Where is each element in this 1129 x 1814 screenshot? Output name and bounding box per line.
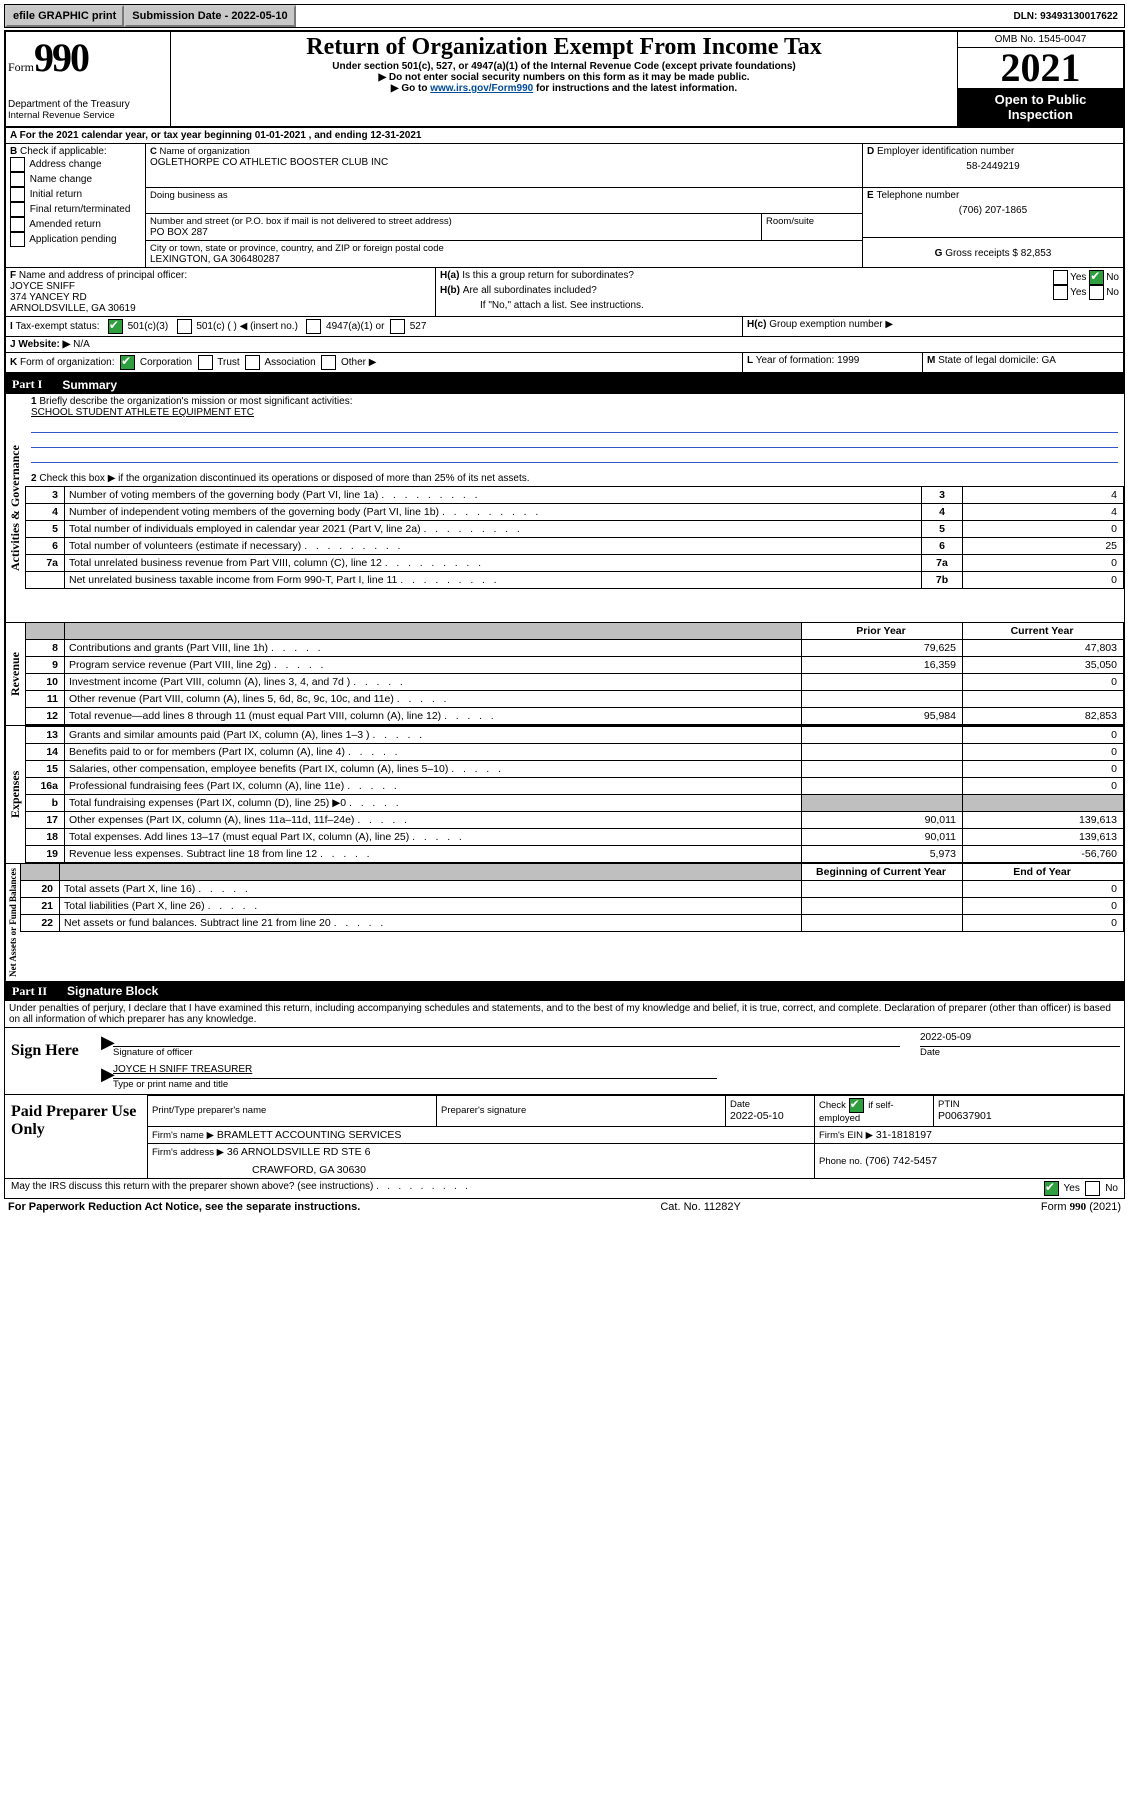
chk-amended-return[interactable] (10, 217, 25, 232)
vlabel-revenue: Revenue (5, 623, 25, 725)
footer-left: For Paperwork Reduction Act Notice, see … (8, 1201, 360, 1213)
footer-mid: Cat. No. 11282Y (660, 1201, 741, 1213)
dba-label: Doing business as (150, 190, 858, 201)
gross-value: 82,853 (1021, 248, 1052, 259)
vlabel-activities: Activities & Governance (5, 394, 25, 622)
sig-date: 2022-05-09 (920, 1032, 1120, 1047)
chk-discuss-no[interactable] (1085, 1181, 1100, 1196)
hb-label: Are all subordinates included? (463, 285, 597, 296)
ein-value: 58-2449219 (867, 161, 1119, 172)
arrow-icon: ▶ (101, 1032, 113, 1058)
hb-note: If "No," attach a list. See instructions… (440, 300, 1119, 311)
k-label: Form of organization: (20, 357, 115, 368)
chk-initial-return[interactable] (10, 187, 25, 202)
form-header: Form990 Department of the Treasury Inter… (4, 30, 1125, 128)
chk-application-pending[interactable] (10, 232, 25, 247)
date-label: Date (920, 1047, 1120, 1058)
revenue-table: Prior Year Current Year 8Contributions a… (25, 623, 1124, 725)
q1-label: Briefly describe the organization's miss… (39, 396, 352, 407)
q2-label: Check this box ▶ if the organization dis… (39, 473, 529, 484)
chk-trust[interactable] (198, 355, 213, 370)
i-label: Tax-exempt status: (16, 321, 100, 332)
chk-self-employed[interactable] (849, 1098, 864, 1113)
website-value: N/A (73, 339, 90, 350)
top-bar: efile GRAPHIC print Submission Date - 20… (4, 4, 1125, 28)
sign-here-label: Sign Here (5, 1028, 97, 1094)
type-name-label: Type or print name and title (113, 1079, 1120, 1090)
org-name: OGLETHORPE CO ATHLETIC BOOSTER CLUB INC (150, 157, 858, 168)
expenses-table: 13Grants and similar amounts paid (Part … (25, 726, 1124, 863)
phone-label: Telephone number (876, 190, 959, 201)
l-label: Year of formation: (756, 355, 835, 366)
domicile: GA (1042, 355, 1056, 366)
efile-print-button[interactable]: efile GRAPHIC print (5, 5, 124, 27)
f-label: Name and address of principal officer: (19, 270, 187, 281)
chk-ha-no[interactable] (1089, 270, 1104, 285)
vlabel-expenses: Expenses (5, 726, 25, 863)
dln-label: DLN: 93493130017622 (1007, 5, 1124, 27)
paid-preparer-label: Paid Preparer Use Only (5, 1095, 147, 1178)
m-label: State of legal domicile: (938, 355, 1039, 366)
room-label: Room/suite (766, 216, 858, 227)
form-title: Return of Organization Exempt From Incom… (177, 34, 951, 61)
tax-year: 2021 (958, 48, 1123, 88)
city-label: City or town, state or province, country… (150, 243, 858, 254)
chk-4947[interactable] (306, 319, 321, 334)
arrow-icon: ▶ (101, 1064, 113, 1090)
year-formation: 1999 (837, 355, 859, 366)
chk-501c3[interactable] (108, 319, 123, 334)
chk-discuss-yes[interactable] (1044, 1181, 1059, 1196)
chk-name-change[interactable] (10, 172, 25, 187)
line-a: A For the 2021 calendar year, or tax yea… (6, 128, 1123, 144)
declaration-text: Under penalties of perjury, I declare th… (4, 1001, 1125, 1028)
officer-addr2: ARNOLDSVILLE, GA 30619 (10, 303, 431, 314)
addr-label: Number and street (or P.O. box if mail i… (150, 216, 757, 227)
officer-typed-name: JOYCE H SNIFF TREASURER (113, 1064, 252, 1075)
hc-label: Group exemption number ▶ (769, 319, 893, 330)
chk-assoc[interactable] (245, 355, 260, 370)
vlabel-netassets: Net Assets or Fund Balances (5, 864, 20, 981)
form-subtitle-2: Do not enter social security numbers on … (177, 72, 951, 83)
submission-date-button[interactable]: Submission Date - 2022-05-10 (124, 5, 295, 27)
governance-table: 3Number of voting members of the governi… (25, 486, 1124, 589)
gross-label: Gross receipts $ (945, 248, 1018, 259)
chk-ha-yes[interactable] (1053, 270, 1068, 285)
dept-treasury: Department of the Treasury (8, 99, 168, 110)
footer-right: Form 990 (2021) (1041, 1201, 1121, 1213)
j-label: Website: ▶ (18, 339, 70, 350)
form-word: Form (8, 60, 34, 74)
org-city: LEXINGTON, GA 306480287 (150, 254, 858, 265)
chk-corp[interactable] (120, 355, 135, 370)
preparer-table: Print/Type preparer's name Preparer's si… (147, 1095, 1124, 1178)
chk-hb-yes[interactable] (1053, 285, 1068, 300)
form-subtitle-1: Under section 501(c), 527, or 4947(a)(1)… (177, 61, 951, 72)
officer-name: JOYCE SNIFF (10, 281, 431, 292)
sig-officer-label: Signature of officer (113, 1047, 900, 1058)
chk-527[interactable] (390, 319, 405, 334)
form-number: 990 (34, 35, 88, 80)
chk-501c[interactable] (177, 319, 192, 334)
chk-other[interactable] (321, 355, 336, 370)
identity-block: A For the 2021 calendar year, or tax yea… (4, 128, 1125, 375)
part-ii-header: Part II Signature Block (4, 982, 1125, 1001)
ein-label: Employer identification number (877, 146, 1014, 157)
ha-label: Is this a group return for subordinates? (462, 270, 634, 281)
form-subtitle-3: Go to www.irs.gov/Form990 for instructio… (177, 83, 951, 94)
chk-address-change[interactable] (10, 157, 25, 172)
irs-link[interactable]: www.irs.gov/Form990 (430, 83, 533, 94)
officer-addr1: 374 YANCEY RD (10, 292, 431, 303)
discuss-label: May the IRS discuss this return with the… (11, 1181, 373, 1192)
c-name-label: Name of organization (160, 146, 250, 157)
netassets-table: Beginning of Current Year End of Year 20… (20, 864, 1124, 932)
open-to-public: Open to Public Inspection (958, 88, 1123, 126)
q1-value: SCHOOL STUDENT ATHLETE EQUIPMENT ETC (31, 407, 1118, 418)
chk-hb-no[interactable] (1089, 285, 1104, 300)
org-address: PO BOX 287 (150, 227, 757, 238)
irs-label: Internal Revenue Service (8, 110, 168, 121)
phone-value: (706) 207-1865 (867, 205, 1119, 216)
part-i-header: Part I Summary (4, 375, 1125, 394)
chk-final-return[interactable] (10, 202, 25, 217)
b-label: Check if applicable: (20, 146, 107, 157)
